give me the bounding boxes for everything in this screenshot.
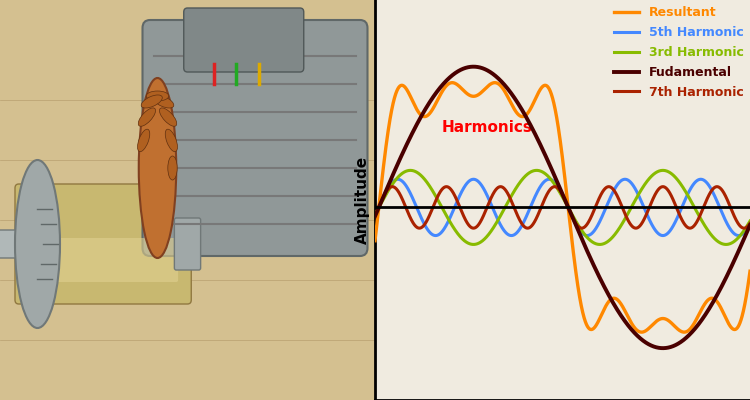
Resultant [490, 80, 500, 85]
3rd Harmonic [514, 182, 523, 186]
3rd Harmonic [698, 219, 706, 224]
Ellipse shape [160, 108, 177, 126]
Resultant [698, 305, 707, 310]
Text: Harmonics: Harmonics [442, 120, 533, 136]
Ellipse shape [153, 95, 174, 108]
Resultant [436, 93, 445, 98]
Fudamental [469, 64, 478, 69]
3rd Harmonic [738, 230, 747, 234]
Line: 7th Harmonic: 7th Harmonic [375, 187, 750, 228]
7th Harmonic [496, 184, 505, 189]
7th Harmonic [413, 225, 422, 230]
7th Harmonic [514, 216, 523, 221]
5th Harmonic [738, 232, 747, 236]
Fudamental [514, 102, 523, 107]
FancyBboxPatch shape [0, 230, 39, 258]
FancyBboxPatch shape [15, 184, 191, 304]
5th Harmonic [514, 228, 523, 233]
Ellipse shape [137, 129, 150, 152]
7th Harmonic [370, 214, 380, 219]
5th Harmonic [746, 222, 750, 226]
Fudamental [531, 132, 540, 136]
Resultant [531, 97, 540, 102]
Fudamental [436, 85, 445, 90]
Fudamental [738, 239, 747, 244]
Resultant [738, 311, 747, 316]
Resultant [370, 238, 380, 243]
7th Harmonic [531, 218, 540, 223]
Fudamental [658, 346, 668, 350]
Y-axis label: Amplitude: Amplitude [355, 156, 370, 244]
3rd Harmonic [746, 219, 750, 224]
Resultant [413, 109, 422, 114]
5th Harmonic [413, 208, 422, 212]
7th Harmonic [698, 207, 707, 212]
3rd Harmonic [436, 202, 445, 206]
Line: 3rd Harmonic: 3rd Harmonic [375, 170, 750, 244]
3rd Harmonic [530, 168, 539, 173]
Fudamental [746, 223, 750, 228]
Fudamental [698, 316, 707, 321]
5th Harmonic [436, 231, 445, 236]
7th Harmonic [632, 226, 640, 230]
Resultant [514, 113, 523, 118]
5th Harmonic [696, 177, 705, 182]
3rd Harmonic [658, 168, 668, 173]
5th Harmonic [698, 177, 706, 182]
Resultant [746, 269, 750, 274]
Line: Resultant: Resultant [375, 83, 750, 332]
Fudamental [370, 214, 380, 219]
Line: 5th Harmonic: 5th Harmonic [375, 179, 750, 236]
Ellipse shape [146, 91, 169, 101]
5th Harmonic [734, 233, 743, 238]
5th Harmonic [370, 214, 380, 218]
7th Harmonic [436, 190, 445, 194]
FancyBboxPatch shape [184, 8, 304, 72]
Line: Fudamental: Fudamental [375, 67, 750, 348]
Ellipse shape [15, 160, 60, 328]
7th Harmonic [746, 221, 750, 226]
Ellipse shape [168, 156, 177, 180]
Legend: Resultant, 5th Harmonic, 3rd Harmonic, Fudamental, 7th Harmonic: Resultant, 5th Harmonic, 3rd Harmonic, F… [614, 6, 744, 99]
FancyBboxPatch shape [142, 20, 368, 256]
Resultant [637, 330, 646, 334]
Fudamental [413, 120, 422, 125]
7th Harmonic [738, 226, 747, 230]
Ellipse shape [165, 129, 178, 152]
3rd Harmonic [370, 212, 380, 217]
5th Harmonic [530, 194, 539, 199]
Ellipse shape [139, 78, 176, 258]
FancyBboxPatch shape [174, 218, 200, 270]
Ellipse shape [138, 108, 155, 126]
FancyBboxPatch shape [24, 238, 178, 282]
Ellipse shape [141, 95, 162, 108]
3rd Harmonic [722, 242, 730, 247]
3rd Harmonic [413, 170, 422, 175]
